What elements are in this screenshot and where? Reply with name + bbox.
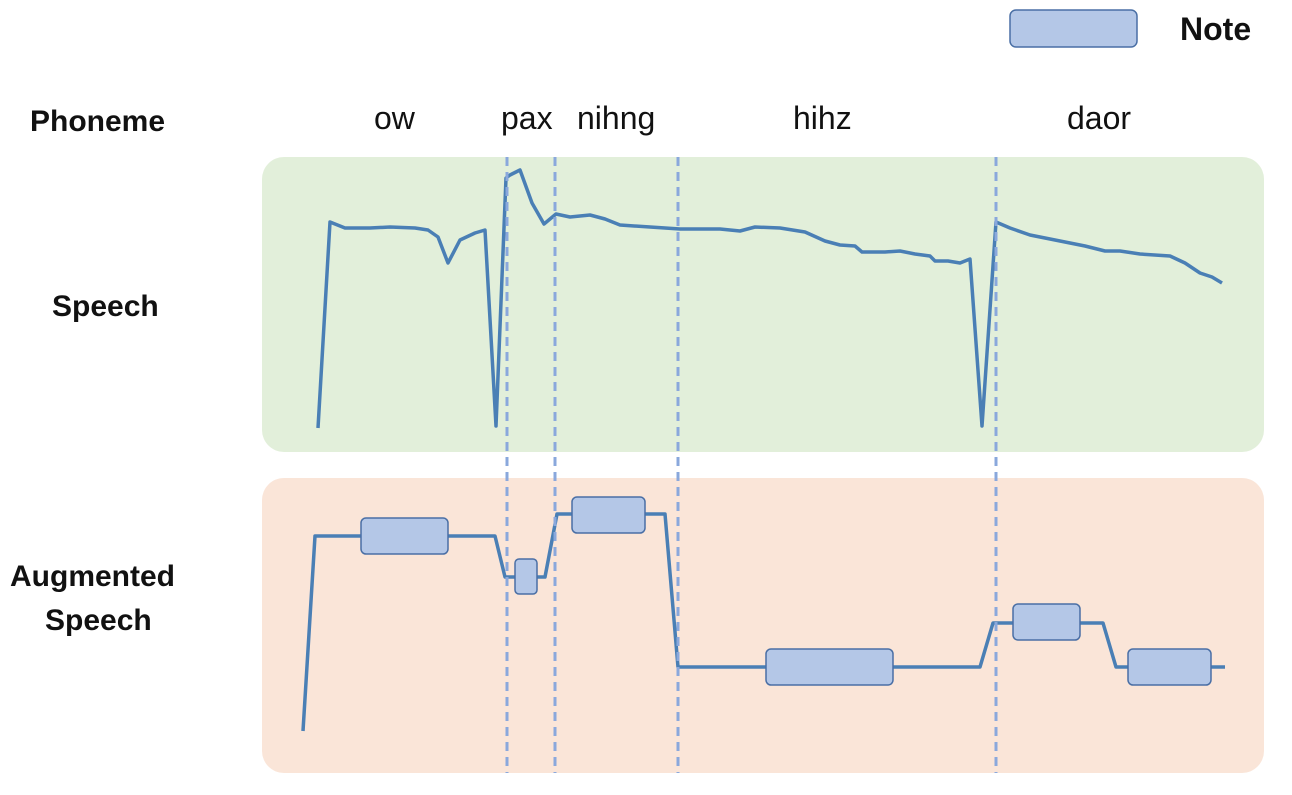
phoneme-label-ow: ow: [374, 100, 416, 136]
phoneme-row-label: Phoneme: [30, 105, 165, 138]
augmented-pitch-curve: [301, 512, 1225, 732]
note-block-daor-1: [1012, 603, 1081, 641]
note-block-pax: [514, 558, 538, 595]
augmented-row-label-line2: Speech: [45, 604, 152, 637]
speech-panel: [262, 157, 1264, 452]
note-block-hihz: [765, 648, 894, 686]
augmented-speech-panel: [262, 478, 1264, 773]
note-block-ow: [360, 517, 449, 555]
phoneme-label-nihng: nihng: [577, 100, 655, 136]
speech-pitch-curve: [316, 168, 1223, 429]
augmented-row-label-line1: Augmented: [10, 560, 175, 593]
note-block-daor-2: [1127, 648, 1212, 686]
speech-row-label: Speech: [52, 290, 159, 323]
phoneme-label-pax: pax: [501, 100, 553, 136]
note-block-nihng: [571, 496, 646, 534]
phoneme-label-daor: daor: [1067, 100, 1131, 136]
legend-note-swatch: [1009, 9, 1138, 48]
phoneme-label-hihz: hihz: [793, 100, 852, 136]
legend-note-label: Note: [1180, 11, 1251, 47]
